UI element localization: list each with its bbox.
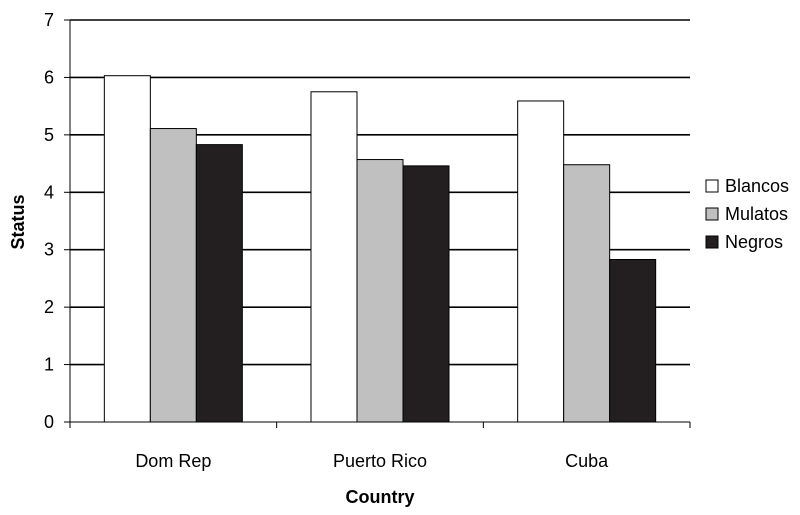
x-axis-title: Country bbox=[346, 487, 415, 507]
axes bbox=[64, 19, 691, 428]
legend-swatch bbox=[705, 207, 719, 221]
legend-label: Blancos bbox=[725, 176, 789, 196]
bar-blancos-0 bbox=[103, 75, 151, 423]
y-axis-title: Status bbox=[8, 194, 28, 249]
x-tick-label: Dom Rep bbox=[135, 451, 211, 471]
bar-blancos-1 bbox=[310, 91, 358, 423]
legend: Blancos Mulatos Negros bbox=[705, 176, 789, 252]
legend-label: Negros bbox=[725, 232, 783, 252]
bar-mulatos-0 bbox=[149, 128, 197, 423]
bar-negros-2 bbox=[609, 258, 657, 423]
bar-negros-0 bbox=[195, 144, 243, 423]
y-tick-label: 4 bbox=[44, 182, 54, 202]
legend-swatch bbox=[705, 235, 719, 249]
y-tick-label: 1 bbox=[44, 355, 54, 375]
y-tick-labels: 0 1 2 3 4 5 6 7 bbox=[44, 10, 54, 432]
y-tick-label: 3 bbox=[44, 240, 54, 260]
y-tick-label: 2 bbox=[44, 297, 54, 317]
bar-blancos-2 bbox=[517, 100, 565, 423]
bars bbox=[103, 75, 657, 423]
x-tick-labels: Dom Rep Puerto Rico Cuba bbox=[135, 451, 609, 471]
bar-mulatos-2 bbox=[563, 164, 611, 423]
legend-label: Mulatos bbox=[725, 204, 788, 224]
legend-swatch bbox=[705, 179, 719, 193]
y-tick-label: 5 bbox=[44, 125, 54, 145]
y-tick-label: 6 bbox=[44, 67, 54, 87]
y-tick-label: 0 bbox=[44, 412, 54, 432]
y-tick-label: 7 bbox=[44, 10, 54, 30]
bar-negros-1 bbox=[402, 165, 450, 423]
x-tick-label: Cuba bbox=[565, 451, 609, 471]
x-tick-label: Puerto Rico bbox=[333, 451, 427, 471]
bar-mulatos-1 bbox=[356, 159, 404, 423]
